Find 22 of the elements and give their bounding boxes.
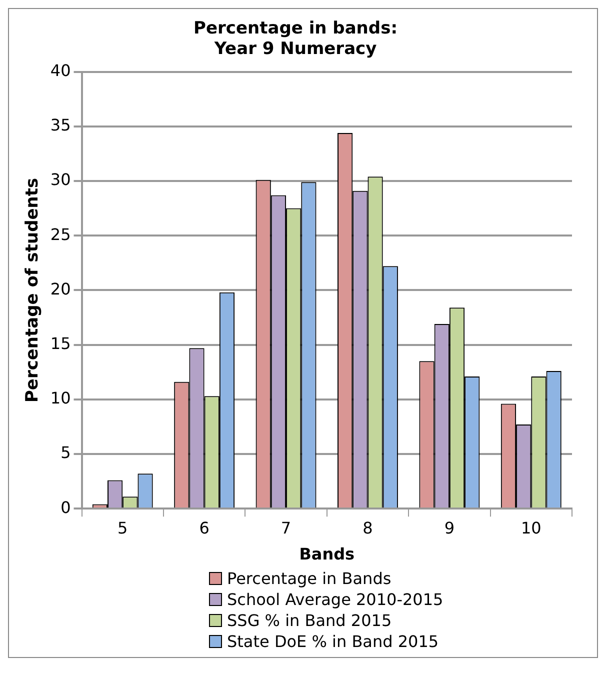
y-tick-label: 15 <box>50 334 71 353</box>
x-tick-label: 6 <box>199 518 210 538</box>
chart-title: Percentage in bands: Year 9 Numeracy <box>194 18 398 60</box>
x-tick-label: 5 <box>118 518 128 538</box>
legend-label: State DoE % in Band 2015 <box>227 632 439 651</box>
x-axis-title: Bands <box>299 544 355 564</box>
y-axis-title: Percentage of students <box>22 178 43 403</box>
x-tick-label: 9 <box>444 518 455 538</box>
legend-label: School Average 2010-2015 <box>227 590 444 609</box>
y-tick-label: 5 <box>60 443 71 462</box>
y-tick-label: 30 <box>50 170 71 190</box>
legend-label: Percentage in Bands <box>227 569 392 588</box>
y-tick-label: 20 <box>50 279 71 298</box>
legend-label: SSG % in Band 2015 <box>227 611 392 630</box>
x-tick-label: 10 <box>520 518 542 538</box>
x-tick-label: 7 <box>280 518 292 538</box>
y-tick-label: 0 <box>60 498 71 517</box>
y-tick-label: 40 <box>50 60 71 80</box>
y-tick-label: 10 <box>50 388 71 408</box>
y-tick-label: 25 <box>50 224 71 244</box>
y-tick-label: 35 <box>50 116 71 135</box>
x-tick-label: 8 <box>362 518 373 538</box>
